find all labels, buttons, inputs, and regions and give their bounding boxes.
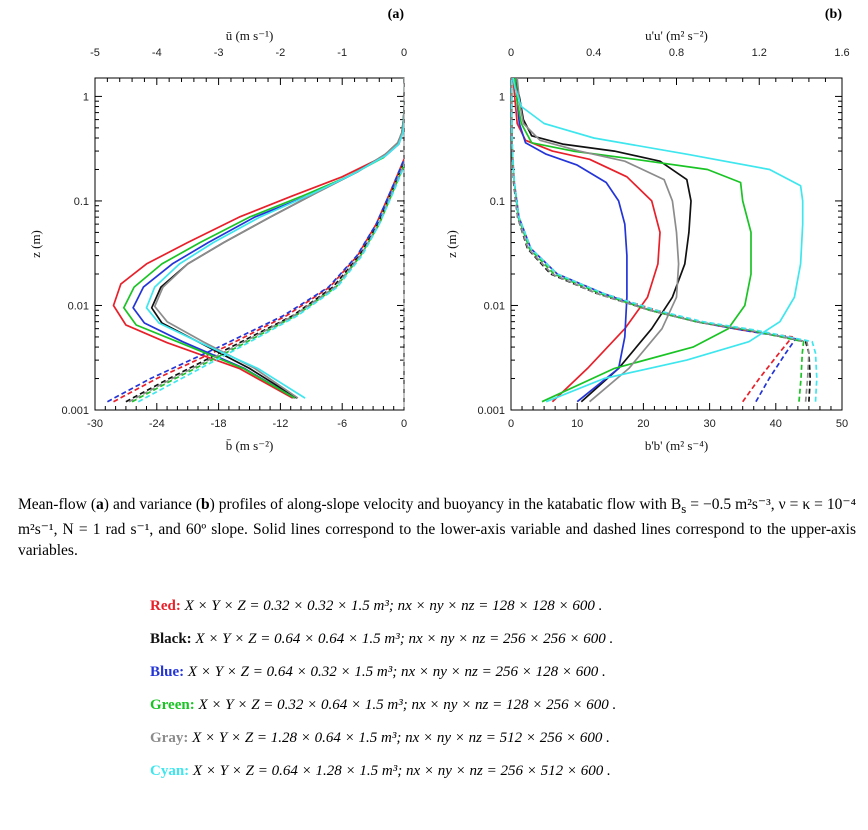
series-solid-line bbox=[516, 78, 680, 403]
top-tick-label: -3 bbox=[214, 47, 224, 59]
series-solid-line bbox=[512, 78, 804, 403]
y-tick-label: 0.1 bbox=[490, 196, 505, 208]
figure: 0.001 0.01 0.1 1 -30 -24 -18 -12 -6 0 -5 -4 -3 -2 -1 0 ū… bbox=[28, 7, 850, 453]
top-tick-label: 1.6 bbox=[834, 47, 849, 59]
caption-subscript: s bbox=[681, 501, 687, 517]
y-tick-label: 0.01 bbox=[484, 300, 505, 312]
legend-name: Black: bbox=[150, 631, 192, 647]
y-axis-label: z (m) bbox=[28, 230, 43, 258]
top-tick-label: 0.8 bbox=[669, 47, 684, 59]
bottom-axis-label: b̄ (m s⁻²) bbox=[226, 438, 274, 453]
top-tick-label: -4 bbox=[152, 47, 162, 59]
top-tick-label: 0 bbox=[508, 47, 514, 59]
legend-formula: X × Y × Z = 0.64 × 1.28 × 1.5 m³; nx × n… bbox=[192, 763, 611, 779]
series-solid-line bbox=[122, 78, 404, 399]
caption-panel-a: a bbox=[96, 496, 104, 513]
series-solid-line bbox=[132, 78, 404, 399]
top-axis-label: ū (m s⁻¹) bbox=[226, 28, 274, 43]
bottom-tick-label: 0 bbox=[401, 418, 407, 430]
caption-text-2: ) and variance ( bbox=[103, 496, 202, 513]
y-tick-label: 0.1 bbox=[74, 196, 89, 208]
legend-row-green: Green: X × Y × Z = 0.32 × 0.64 × 1.5 m³;… bbox=[150, 689, 616, 722]
series-solid-line bbox=[512, 78, 661, 403]
panel-label: (a) bbox=[388, 7, 405, 22]
legend-name: Gray: bbox=[150, 730, 189, 746]
y-tick-label: 1 bbox=[83, 91, 89, 103]
legend-name: Cyan: bbox=[150, 763, 190, 779]
legend-row-red: Red: X × Y × Z = 0.32 × 0.32 × 1.5 m³; n… bbox=[150, 590, 616, 623]
legend-formula: X × Y × Z = 1.28 × 0.64 × 1.5 m³; nx × n… bbox=[192, 730, 610, 746]
bottom-tick-label: -24 bbox=[149, 418, 165, 430]
series-solid-line bbox=[145, 111, 404, 399]
legend-name: Red: bbox=[150, 598, 181, 614]
series-dashed-line bbox=[137, 164, 404, 403]
top-tick-label: -2 bbox=[276, 47, 286, 59]
bottom-tick-label: 0 bbox=[508, 418, 514, 430]
legend-formula: X × Y × Z = 0.64 × 0.32 × 1.5 m³; nx × n… bbox=[187, 664, 606, 680]
series-group bbox=[511, 78, 818, 403]
panel-label: (b) bbox=[825, 7, 842, 22]
top-tick-label: 1.2 bbox=[752, 47, 767, 59]
caption-text-4: = −0.5 m²s⁻³, ν = κ = 10⁻⁴ m²s⁻¹, N = 1 … bbox=[18, 496, 857, 560]
top-axis-label: u'u' (m² s⁻²) bbox=[645, 28, 708, 43]
series-dashed-line bbox=[131, 78, 404, 403]
bottom-tick-label: 30 bbox=[703, 418, 715, 430]
bottom-tick-label: 10 bbox=[571, 418, 583, 430]
legend-formula: X × Y × Z = 0.32 × 0.32 × 1.5 m³; nx × n… bbox=[184, 598, 603, 614]
legend-row-gray: Gray: X × Y × Z = 1.28 × 0.64 × 1.5 m³; … bbox=[150, 722, 616, 755]
legend-formula: X × Y × Z = 0.64 × 0.64 × 1.5 m³; nx × n… bbox=[195, 631, 614, 647]
series-dashed-line bbox=[106, 78, 404, 403]
y-tick-label: 0.001 bbox=[61, 405, 89, 417]
legend-name: Blue: bbox=[150, 664, 185, 680]
top-tick-label: -1 bbox=[337, 47, 347, 59]
plot-frame bbox=[94, 77, 405, 411]
series-solid-line bbox=[514, 78, 628, 403]
caption-panel-b: b bbox=[201, 496, 210, 513]
caption-text-1: Mean-flow ( bbox=[18, 496, 97, 513]
y-tick-label: 1 bbox=[499, 91, 505, 103]
bottom-tick-label: -30 bbox=[87, 418, 103, 430]
bottom-tick-label: 50 bbox=[836, 418, 848, 430]
y-tick-label: 0.01 bbox=[68, 300, 89, 312]
top-tick-label: 0.4 bbox=[586, 47, 601, 59]
caption-text-3: ) profiles of along-slope velocity and b… bbox=[209, 496, 682, 513]
series-solid-line bbox=[112, 78, 404, 399]
legend-row-black: Black: X × Y × Z = 0.64 × 0.64 × 1.5 m³;… bbox=[150, 623, 616, 656]
legend-name: Green: bbox=[150, 697, 195, 713]
series-dashed-line bbox=[511, 78, 818, 402]
legend-formula: X × Y × Z = 0.32 × 0.64 × 1.5 m³; nx × n… bbox=[198, 697, 617, 713]
series-solid-line bbox=[514, 78, 692, 403]
bottom-tick-label: -6 bbox=[337, 418, 347, 430]
series-group bbox=[106, 78, 404, 403]
bottom-axis-label: b'b' (m² s⁻⁴) bbox=[645, 438, 708, 453]
bottom-tick-label: 40 bbox=[770, 418, 782, 430]
bottom-tick-label: -12 bbox=[272, 418, 288, 430]
legend-row-blue: Blue: X × Y × Z = 0.64 × 0.32 × 1.5 m³; … bbox=[150, 656, 616, 689]
y-axis-label: z (m) bbox=[444, 230, 459, 258]
legend-row-cyan: Cyan: X × Y × Z = 0.64 × 1.28 × 1.5 m³; … bbox=[150, 755, 616, 788]
y-tick-label: 0.001 bbox=[477, 405, 505, 417]
series-solid-line bbox=[514, 78, 752, 403]
series-solid-line bbox=[153, 78, 404, 399]
top-tick-label: 0 bbox=[401, 47, 407, 59]
bottom-tick-label: -18 bbox=[211, 418, 227, 430]
top-tick-label: -5 bbox=[90, 47, 100, 59]
bottom-tick-label: 20 bbox=[637, 418, 649, 430]
figure-caption: Mean-flow (a) and variance (b) profiles … bbox=[18, 494, 856, 561]
resolution-legend: Red: X × Y × Z = 0.32 × 0.32 × 1.5 m³; n… bbox=[150, 590, 616, 788]
